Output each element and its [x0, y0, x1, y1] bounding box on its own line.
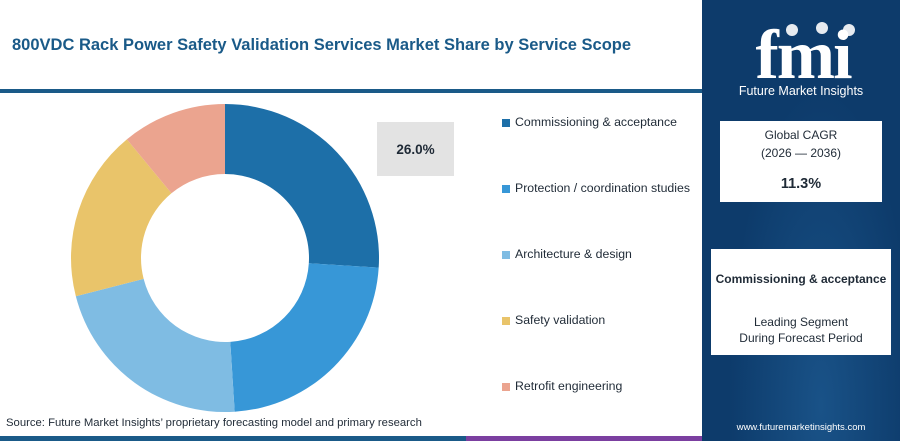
legend-label: Architecture & design [515, 247, 632, 261]
globe-icon [786, 24, 798, 36]
legend-label: Commissioning & acceptance [515, 115, 677, 129]
legend-swatch [502, 383, 510, 391]
donut-slice-3 [71, 139, 172, 297]
donut-slice-0 [225, 104, 379, 268]
donut-slice-4 [126, 104, 225, 194]
legend-label: Protection / coordination studies [515, 181, 690, 195]
bottom-bar-segment-blue [0, 436, 466, 441]
donut-slice-1 [230, 263, 379, 412]
leading-segment-name: Commissioning & acceptance [715, 272, 887, 286]
bottom-accent-bar [0, 436, 702, 441]
legend-swatch [502, 317, 510, 325]
legend-label: Safety validation [515, 313, 606, 327]
donut-chart [71, 104, 379, 412]
title-bar: 800VDC Rack Power Safety Validation Serv… [0, 0, 702, 91]
legend-item: Retrofit engineering [502, 378, 695, 395]
legend-swatch [502, 251, 510, 259]
website-link[interactable]: www.futuremarketinsights.com [736, 422, 866, 433]
legend-label: Retrofit engineering [515, 379, 623, 393]
legend-item: Architecture & design [502, 246, 695, 263]
leading-segment-caption-2: During Forecast Period [739, 331, 863, 345]
donut-slice-2 [75, 278, 235, 412]
globe-icon-3 [843, 24, 855, 36]
bottom-bar-segment-purple [466, 436, 702, 441]
legend-item: Protection / coordination studies [502, 180, 695, 197]
share-callout: 26.0% [377, 122, 454, 176]
brand-tagline: Future Market Insights [738, 84, 864, 98]
leading-segment-card: Commissioning & acceptance Leading Segme… [711, 249, 891, 355]
page-title: 800VDC Rack Power Safety Validation Serv… [12, 36, 632, 54]
fmi-logo: fmi [755, 17, 855, 94]
legend-swatch [502, 185, 510, 193]
leading-segment-caption: Leading Segment [753, 315, 849, 329]
cagr-label: Global CAGR [764, 128, 838, 142]
brand-panel: fmi Future Market Insights www.futuremar… [702, 0, 900, 441]
fmi-logo-text: fmi [755, 17, 852, 94]
globe-icon-2 [816, 22, 828, 34]
source-note: Source: Future Market Insights’ propriet… [6, 417, 422, 429]
legend-item: Safety validation [502, 312, 695, 329]
legend-swatch [502, 119, 510, 127]
legend-item: Commissioning & acceptance [502, 114, 695, 131]
cagr-card: Global CAGR (2026 — 2036) 11.3% [720, 121, 882, 202]
cagr-value: 11.3% [780, 176, 822, 192]
title-underline [0, 89, 702, 93]
cagr-period: (2026 — 2036) [760, 146, 842, 160]
